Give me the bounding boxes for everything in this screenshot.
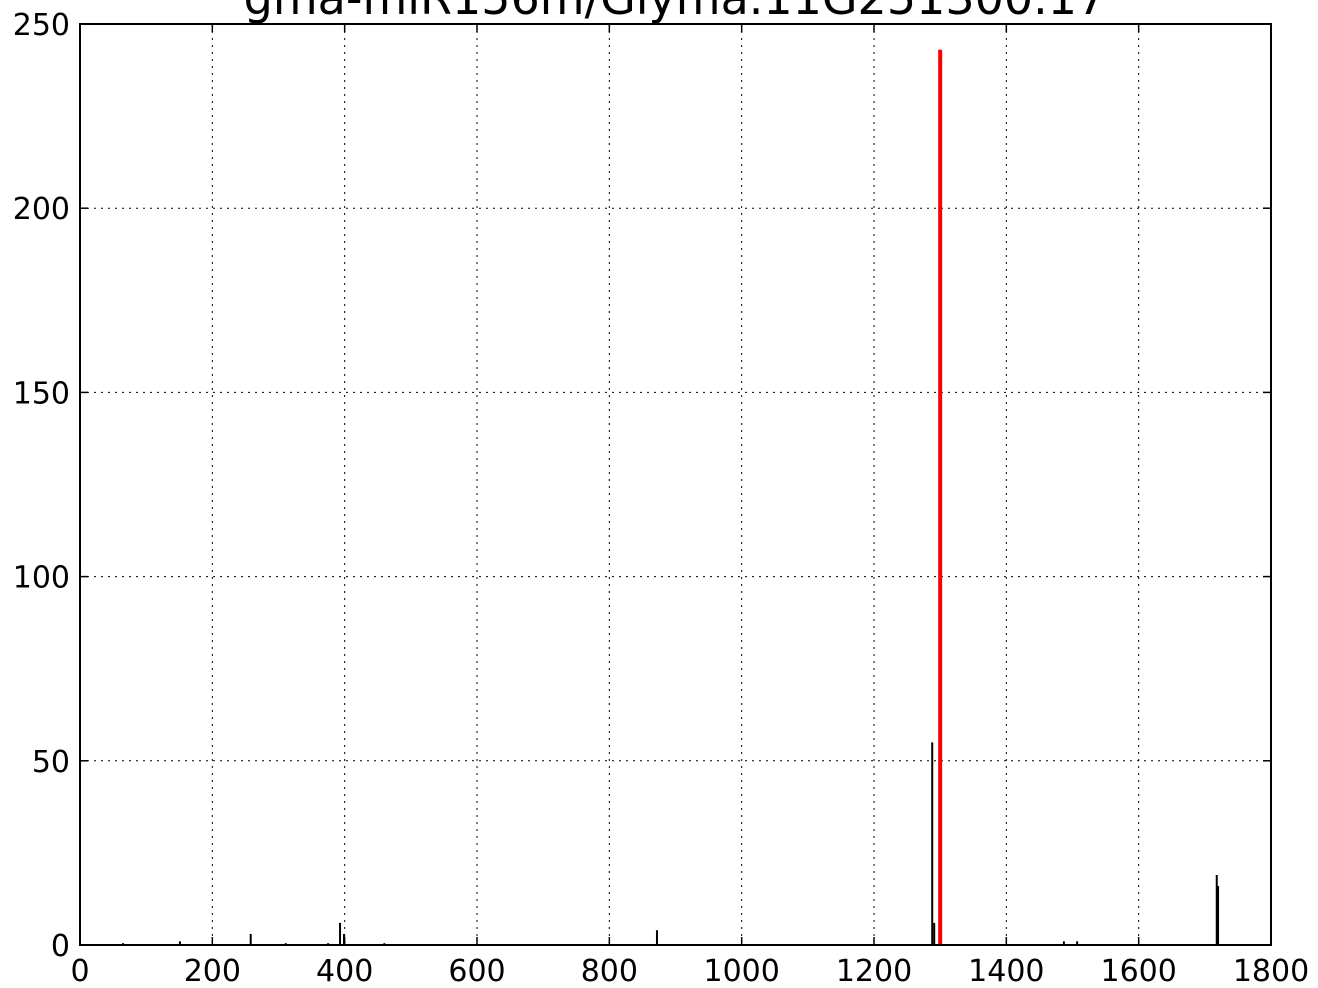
- x-tick-label: 1400: [968, 954, 1044, 988]
- chart-title: gma-miR156m/Glyma.11G251300.17: [244, 0, 1107, 25]
- x-tick-label: 1600: [1100, 954, 1176, 988]
- y-tick-label: 150: [13, 376, 70, 411]
- y-tick-label: 100: [13, 561, 70, 596]
- plot-frame: [79, 23, 1272, 946]
- x-tick-label: 1200: [836, 954, 912, 988]
- x-tick-label: 1000: [703, 954, 779, 988]
- x-tick-label: 800: [581, 954, 638, 988]
- x-tick-label: 0: [70, 954, 89, 988]
- y-tick-label: 50: [32, 745, 70, 780]
- y-tick-label: 200: [13, 192, 70, 227]
- y-tick-label: 0: [51, 929, 70, 964]
- x-tick-label: 600: [448, 954, 505, 988]
- y-tick-label: 250: [13, 8, 70, 43]
- x-tick-label: 200: [184, 954, 241, 988]
- x-tick-label: 400: [316, 954, 373, 988]
- x-tick-label: 1800: [1233, 954, 1309, 988]
